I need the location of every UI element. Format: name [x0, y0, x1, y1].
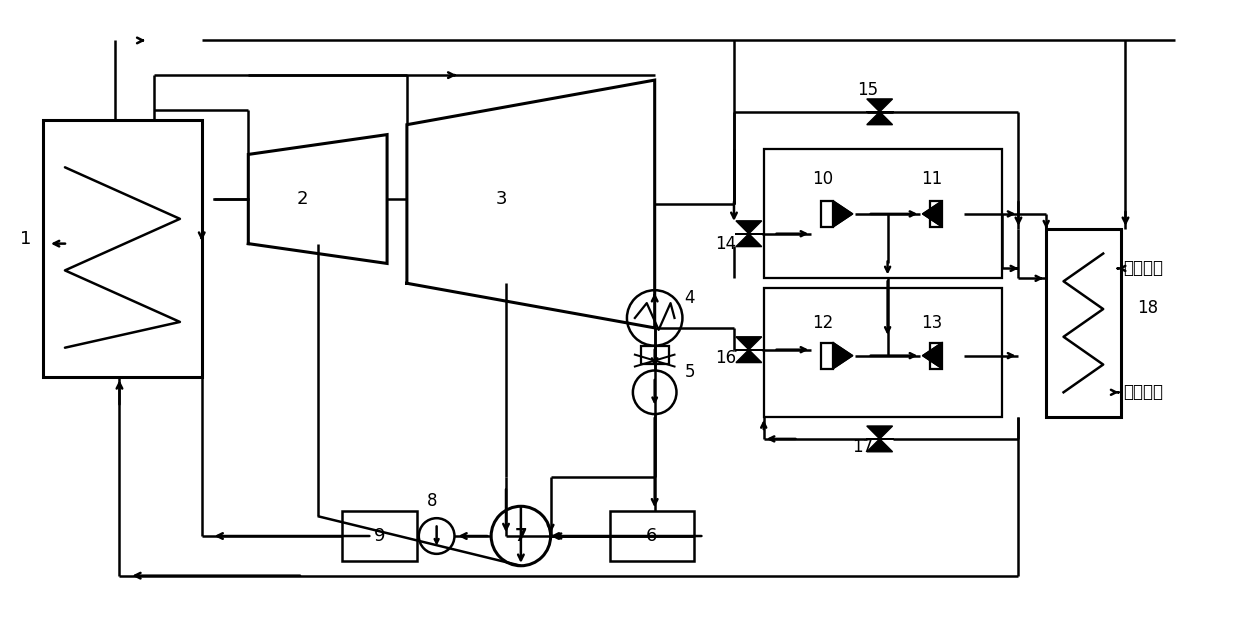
Polygon shape — [923, 201, 942, 227]
Text: 1: 1 — [20, 230, 32, 247]
Text: 13: 13 — [922, 314, 943, 332]
Polygon shape — [736, 350, 762, 362]
Text: 15: 15 — [857, 81, 878, 99]
Bar — [763, 149, 1001, 278]
Text: 18: 18 — [1137, 299, 1158, 317]
Polygon shape — [867, 99, 892, 112]
Text: 17: 17 — [852, 438, 873, 456]
Polygon shape — [867, 426, 892, 439]
Polygon shape — [248, 134, 387, 264]
Text: 2: 2 — [297, 190, 309, 208]
Text: 6: 6 — [646, 527, 658, 545]
Bar — [641, 346, 669, 364]
Bar — [821, 342, 833, 369]
Text: 8: 8 — [426, 492, 437, 511]
Polygon shape — [867, 439, 892, 452]
Text: 12: 12 — [813, 314, 834, 332]
Bar — [342, 511, 416, 561]
Bar — [930, 342, 942, 369]
Text: 5: 5 — [684, 364, 695, 381]
Text: 16: 16 — [715, 349, 736, 367]
Polygon shape — [867, 112, 892, 125]
Polygon shape — [406, 80, 654, 328]
Text: 11: 11 — [922, 170, 943, 188]
Polygon shape — [833, 201, 852, 227]
Text: 9: 9 — [373, 527, 385, 545]
Polygon shape — [736, 337, 762, 350]
Text: 热网水出: 热网水出 — [1124, 259, 1163, 278]
Text: 14: 14 — [715, 235, 736, 252]
Text: 热网水进: 热网水进 — [1124, 383, 1163, 401]
Bar — [821, 201, 833, 227]
Bar — [1046, 229, 1120, 417]
Bar — [43, 120, 202, 377]
Bar — [930, 201, 942, 227]
Polygon shape — [833, 342, 852, 369]
Text: 7: 7 — [514, 527, 527, 545]
Text: 4: 4 — [684, 289, 695, 307]
Bar — [610, 511, 694, 561]
Polygon shape — [736, 221, 762, 234]
Polygon shape — [923, 342, 942, 369]
Bar — [763, 288, 1001, 417]
Text: 10: 10 — [813, 170, 834, 188]
Text: 3: 3 — [496, 190, 507, 208]
Polygon shape — [736, 234, 762, 247]
